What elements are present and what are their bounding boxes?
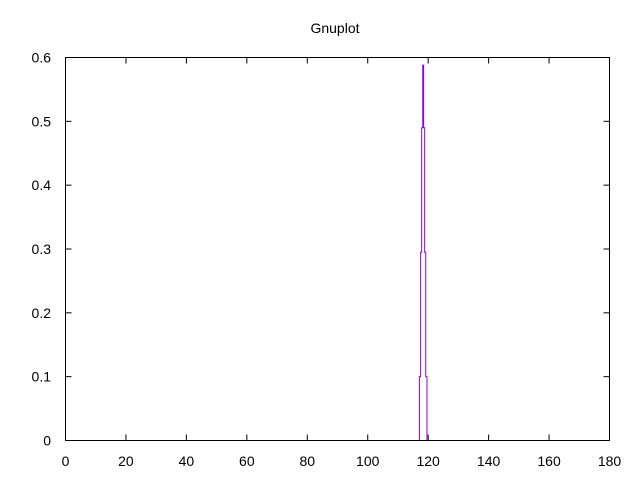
x-tick-label: 60 <box>239 453 255 469</box>
x-tick-label: 120 <box>416 453 440 469</box>
y-tick-label: 0.3 <box>32 241 52 257</box>
x-tick-label: 40 <box>179 453 195 469</box>
y-tick-label: 0 <box>43 433 51 449</box>
x-tick-label: 140 <box>477 453 501 469</box>
series-group <box>418 64 428 441</box>
x-tick-label: 80 <box>299 453 315 469</box>
y-tick-label: 0.1 <box>32 369 52 385</box>
chart-title: Gnuplot <box>310 20 359 36</box>
x-tick-label: 0 <box>62 453 70 469</box>
plot-frame <box>65 57 610 441</box>
x-tick-label: 20 <box>118 453 134 469</box>
series-line <box>418 64 428 441</box>
x-tick-label: 160 <box>537 453 561 469</box>
y-tick-label: 0.5 <box>32 113 52 129</box>
x-tick-label: 180 <box>598 453 622 469</box>
y-tick-label: 0.2 <box>32 305 52 321</box>
axis-ticks: 0 20 40 60 80 100 120 140 160 180 0 0.1 0.2 0.3 0.4 0.5… <box>32 50 622 470</box>
y-tick-label: 0.6 <box>32 50 52 66</box>
x-tick-label: 100 <box>356 453 380 469</box>
y-tick-label: 0.4 <box>32 177 52 193</box>
